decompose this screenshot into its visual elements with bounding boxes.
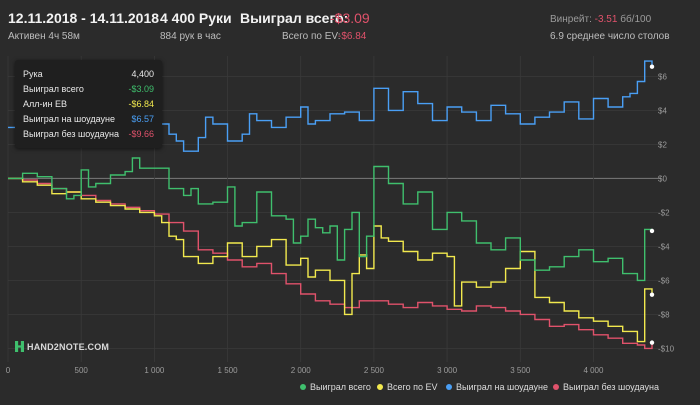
- y-tick-label: $2: [658, 140, 667, 149]
- axis-ticks: $6 $4 $2 $0 -$2 -$4 -$6 -$8 -$10 0 500 1 000 1 500 2 …: [6, 72, 675, 375]
- tooltip-label: Выиграл всего: [23, 84, 84, 94]
- y-tick-label: $4: [658, 106, 667, 115]
- h-icon: [15, 341, 24, 352]
- summary-header: 12.11.2018 - 14.11.2018 Активен 4ч 58м 4…: [0, 0, 700, 56]
- series-line-3: [8, 177, 653, 350]
- legend-nonshowdown[interactable]: Выиграл без шоудауна: [553, 382, 659, 392]
- y-tick-label: $0: [658, 174, 667, 183]
- date-range: 12.11.2018 - 14.11.2018: [8, 10, 160, 26]
- tooltip-row-ev: Алл-ин EB -$6.84: [23, 99, 154, 113]
- series-end-point: [649, 64, 655, 69]
- legend-won[interactable]: Выиграл всего: [300, 382, 371, 392]
- tooltip-label: Выиграл без шоудауна: [23, 129, 119, 139]
- winrate: Винрейт: -3.51 бб/100: [550, 14, 651, 25]
- winrate-unit: бб/100: [620, 14, 652, 25]
- tooltip-row-nonshowdown: Выиграл без шоудауна -$9.66: [23, 129, 154, 143]
- series-end-point: [649, 228, 655, 234]
- y-tick-label: -$2: [658, 208, 670, 217]
- x-tick-label: 3 000: [437, 366, 458, 375]
- tooltip-label: Выиграл на шоудауне: [23, 114, 115, 124]
- hand2note-logo: HAND2NOTE.COM: [15, 341, 109, 352]
- tooltip-row-showdown: Выиграл на шоудауне $6.57: [23, 114, 154, 128]
- tooltip-value: -$6.84: [128, 99, 154, 109]
- tooltip-value: -$3.09: [128, 84, 154, 94]
- x-tick-label: 1 000: [144, 366, 165, 375]
- won-value: -$3.09: [330, 10, 370, 26]
- active-time: Активен 4ч 58м: [8, 31, 80, 42]
- legend-label: Выиграл всего: [310, 382, 371, 392]
- series-lines: [8, 60, 655, 350]
- legend-dot-icon: [553, 384, 559, 390]
- series-end-point: [649, 292, 655, 297]
- tooltip-row-won: Выиграл всего -$3.09: [23, 84, 154, 98]
- series-end-point: [649, 340, 655, 345]
- y-tick-label: -$8: [658, 310, 670, 319]
- grid: [7, 56, 660, 362]
- tooltip-value: -$9.66: [128, 129, 154, 139]
- avg-tables: 6.9 среднее число столов: [550, 31, 670, 42]
- legend-label: Всего по EV: [387, 382, 438, 392]
- hands-per-hour: 884 рук в час: [160, 31, 221, 42]
- legend-ev[interactable]: Всего по EV: [377, 382, 437, 392]
- legend-label: Выиграл на шоудауне: [456, 382, 548, 392]
- y-tick-label: $6: [658, 72, 667, 81]
- series-line-0: [8, 157, 653, 282]
- tooltip-value: 4,400: [131, 69, 154, 79]
- won-label: Выиграл всего:: [240, 10, 349, 26]
- x-tick-label: 2 000: [291, 366, 312, 375]
- y-tick-label: -$6: [658, 276, 670, 285]
- tooltip-label: Алл-ин EB: [23, 99, 68, 109]
- tooltip-row-hand: Рука 4,400: [23, 69, 154, 83]
- legend-label: Выиграл без шоудауна: [563, 382, 659, 392]
- x-tick-label: 2 500: [364, 366, 385, 375]
- y-tick-label: -$10: [658, 344, 675, 353]
- x-tick-label: 1 500: [218, 366, 239, 375]
- x-tick-label: 500: [75, 366, 89, 375]
- logo-text: HAND2NOTE.COM: [27, 342, 110, 352]
- legend-dot-icon: [446, 384, 452, 390]
- legend-dot-icon: [300, 384, 306, 390]
- winrate-label: Винрейт:: [550, 14, 592, 25]
- ev-label: Всего по EV:: [282, 31, 341, 42]
- x-tick-label: 0: [6, 366, 11, 375]
- hover-tooltip: Рука 4,400 Выиграл всего -$3.09 Алл-ин E…: [15, 60, 162, 148]
- tooltip-label: Рука: [23, 69, 43, 79]
- y-tick-label: -$4: [658, 242, 670, 251]
- x-tick-label: 4 000: [583, 366, 604, 375]
- profit-chart[interactable]: $6 $4 $2 $0 -$2 -$4 -$6 -$8 -$10 0 500 1 000 1 500 2 …: [0, 56, 700, 405]
- ev-value: -$6.84: [338, 31, 367, 42]
- tooltip-value: $6.57: [131, 114, 154, 124]
- x-tick-label: 3 500: [510, 366, 531, 375]
- legend-dot-icon: [377, 384, 383, 390]
- winrate-value: -3.51: [594, 14, 618, 25]
- legend-showdown[interactable]: Выиграл на шоудауне: [446, 382, 548, 392]
- hands-count: 4 400 Руки: [160, 10, 232, 26]
- series-line-1: [8, 177, 653, 343]
